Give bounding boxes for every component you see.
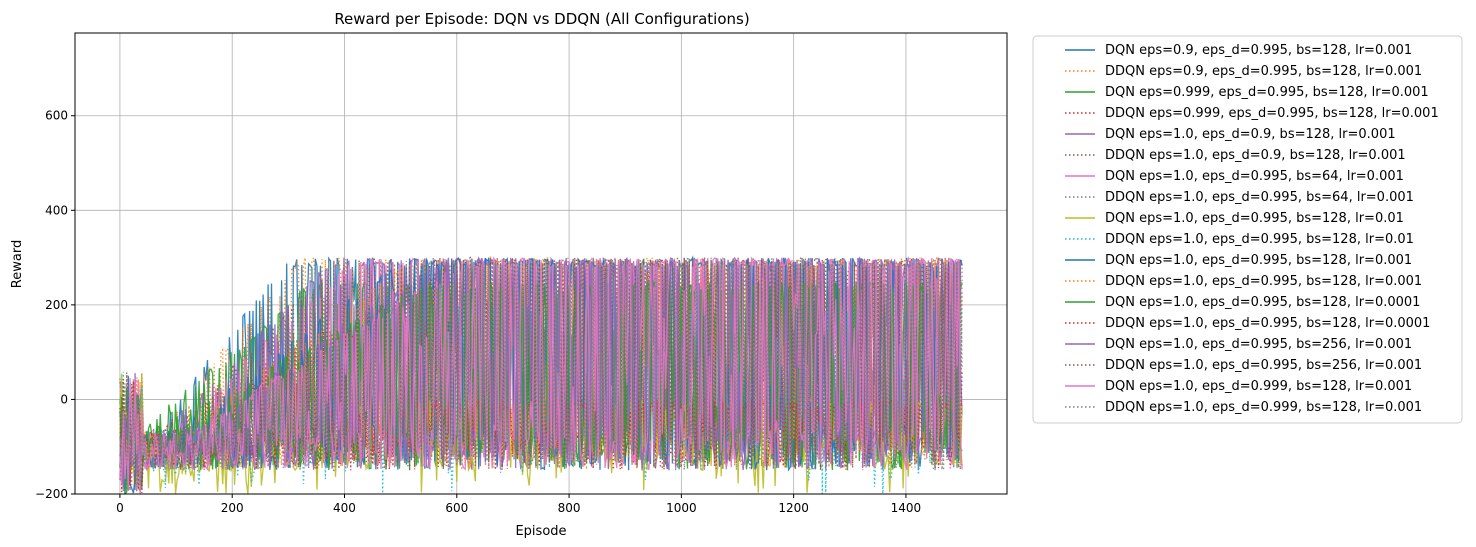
- legend-label: DQN eps=1.0, eps_d=0.995, bs=128, lr=0.0…: [1105, 211, 1404, 226]
- series-line: [119, 256, 963, 492]
- y-tick-label: −200: [35, 487, 68, 501]
- legend-label: DDQN eps=1.0, eps_d=0.995, bs=64, lr=0.0…: [1105, 190, 1414, 205]
- legend: DQN eps=0.9, eps_d=0.995, bs=128, lr=0.0…: [1032, 35, 1463, 424]
- legend-label: DQN eps=1.0, eps_d=0.995, bs=128, lr=0.0…: [1105, 253, 1412, 268]
- y-tick-label: 200: [45, 298, 68, 312]
- legend-label: DDQN eps=0.9, eps_d=0.995, bs=128, lr=0.…: [1105, 64, 1422, 79]
- legend-label: DQN eps=0.9, eps_d=0.995, bs=128, lr=0.0…: [1105, 43, 1412, 58]
- y-tick-label: 0: [60, 392, 68, 406]
- x-tick-label: 1200: [778, 501, 809, 515]
- y-axis-label: Reward: [10, 240, 25, 288]
- legend-label: DQN eps=1.0, eps_d=0.9, bs=128, lr=0.001: [1105, 127, 1396, 142]
- legend-label: DQN eps=1.0, eps_d=0.995, bs=128, lr=0.0…: [1105, 295, 1420, 310]
- legend-label: DDQN eps=0.999, eps_d=0.995, bs=128, lr=…: [1105, 106, 1439, 121]
- x-axis-label: Episode: [515, 524, 566, 539]
- x-axis: 0 200 400 600 800 1000 1200 1400: [116, 494, 921, 515]
- series-line: [119, 256, 963, 494]
- chart-title: Reward per Episode: DQN vs DDQN (All Con…: [334, 10, 749, 28]
- legend-label: DQN eps=1.0, eps_d=0.999, bs=128, lr=0.0…: [1105, 379, 1412, 394]
- legend-label: DDQN eps=1.0, eps_d=0.995, bs=128, lr=0.…: [1105, 316, 1430, 331]
- legend-label: DDQN eps=1.0, eps_d=0.999, bs=128, lr=0.…: [1105, 400, 1422, 415]
- legend-frame: [1032, 35, 1463, 424]
- legend-label: DDQN eps=1.0, eps_d=0.9, bs=128, lr=0.00…: [1105, 148, 1406, 163]
- legend-label: DQN eps=1.0, eps_d=0.995, bs=256, lr=0.0…: [1105, 337, 1412, 352]
- legend-label: DDQN eps=1.0, eps_d=0.995, bs=128, lr=0.…: [1105, 232, 1414, 247]
- y-axis: −200 0 200 400 600: [35, 109, 75, 501]
- y-tick-label: 600: [45, 109, 68, 123]
- x-tick-label: 1400: [891, 501, 922, 515]
- x-tick-label: 800: [558, 501, 581, 515]
- plot-area-frame: [74, 32, 1008, 495]
- x-tick-label: 200: [221, 501, 244, 515]
- legend-label: DQN eps=0.999, eps_d=0.995, bs=128, lr=0…: [1105, 85, 1429, 100]
- x-tick-label: 400: [333, 501, 356, 515]
- x-tick-label: 0: [116, 501, 124, 515]
- legend-label: DDQN eps=1.0, eps_d=0.995, bs=256, lr=0.…: [1105, 358, 1422, 373]
- plot-series: [119, 255, 963, 494]
- x-tick-label: 1000: [666, 501, 697, 515]
- legend-label: DQN eps=1.0, eps_d=0.995, bs=64, lr=0.00…: [1105, 169, 1404, 184]
- x-tick-label: 600: [445, 501, 468, 515]
- y-tick-label: 400: [45, 203, 68, 217]
- legend-label: DDQN eps=1.0, eps_d=0.995, bs=128, lr=0.…: [1105, 274, 1422, 289]
